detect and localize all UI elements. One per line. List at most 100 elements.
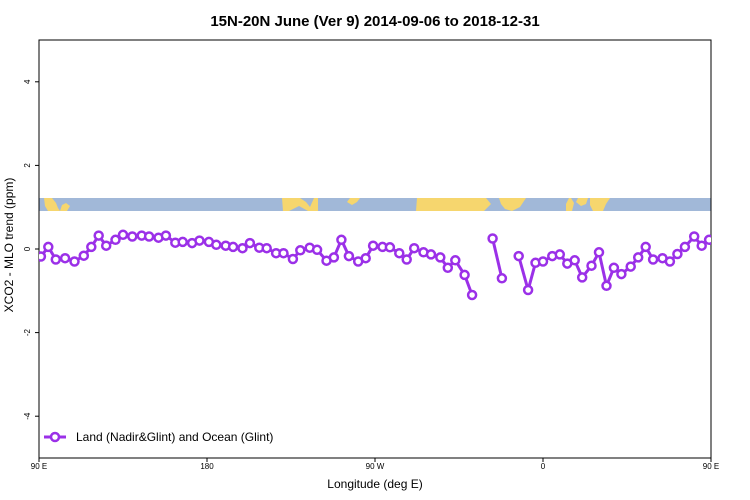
legend-label: Land (Nadir&Glint) and Ocean (Glint) xyxy=(76,430,273,444)
data-point xyxy=(227,241,239,253)
data-point xyxy=(360,252,371,264)
y-axis: -4 -2 0 2 4 xyxy=(23,79,39,420)
series-line xyxy=(491,238,504,279)
land-shape xyxy=(60,203,70,211)
x-tick-label: 90 W xyxy=(366,462,385,471)
data-point xyxy=(442,262,454,274)
data-point xyxy=(408,242,420,254)
data-point xyxy=(466,289,478,301)
legend-marker-swatch xyxy=(49,431,61,443)
data-point xyxy=(487,233,498,244)
ocean-band xyxy=(39,198,711,211)
data-point xyxy=(78,250,90,261)
data-point xyxy=(143,231,155,242)
data-point xyxy=(713,231,721,239)
data-point xyxy=(100,240,112,251)
data-point xyxy=(522,284,534,296)
data-point xyxy=(625,261,636,272)
x-tick-label: 90 E xyxy=(703,462,719,471)
data-point xyxy=(110,234,121,246)
data-point xyxy=(450,255,461,266)
data-point xyxy=(336,234,347,246)
data-point xyxy=(127,231,138,242)
x-axis: 90 E 180 90 W 0 90 E xyxy=(31,458,719,471)
data-point xyxy=(672,248,683,260)
land-shape xyxy=(576,198,588,206)
data-point xyxy=(647,254,659,265)
data-point xyxy=(311,244,323,256)
land-shape xyxy=(416,198,491,211)
data-point xyxy=(177,236,188,248)
data-point xyxy=(211,239,222,251)
x-tick-label: 90 E xyxy=(31,462,47,471)
data-point xyxy=(401,254,412,265)
data-point xyxy=(86,241,97,253)
y-tick-label: 4 xyxy=(23,79,32,84)
data-point xyxy=(576,272,588,283)
data-point xyxy=(459,269,470,281)
series-line xyxy=(517,235,711,292)
data-point xyxy=(328,252,340,263)
data-point xyxy=(117,229,129,241)
y-axis-label: XCO2 - MLO trend (ppm) xyxy=(2,178,16,313)
data-point xyxy=(737,233,745,241)
data-point xyxy=(688,231,700,242)
x-axis-label: Longitude (deg E) xyxy=(327,477,422,491)
data-point xyxy=(537,256,549,267)
data-point xyxy=(287,253,299,265)
data-point xyxy=(394,247,405,259)
data-point xyxy=(194,235,205,246)
data-point xyxy=(93,230,104,241)
data-point xyxy=(601,280,612,292)
data-point xyxy=(616,268,627,280)
data-point xyxy=(593,247,605,258)
data-point xyxy=(384,242,396,253)
x-tick-label: 0 xyxy=(541,462,546,471)
x-tick-label: 180 xyxy=(200,462,214,471)
data-point xyxy=(59,252,71,264)
data-point xyxy=(554,249,566,260)
data-point xyxy=(746,234,750,242)
data-point xyxy=(608,262,620,274)
data-point xyxy=(664,256,676,267)
data-point xyxy=(43,241,54,253)
y-tick-label: -2 xyxy=(23,328,32,336)
data-point xyxy=(278,247,289,259)
data-point xyxy=(295,245,306,256)
data-point xyxy=(237,242,248,254)
data-point xyxy=(569,255,580,266)
data-point xyxy=(367,240,379,251)
data-point xyxy=(39,251,47,262)
data-point xyxy=(720,233,728,241)
series-layer xyxy=(39,229,750,301)
data-point xyxy=(435,252,446,263)
land-shape xyxy=(44,198,60,211)
data-point xyxy=(586,260,597,271)
data-point xyxy=(425,249,437,260)
data-point xyxy=(496,273,508,284)
data-point xyxy=(343,250,355,262)
chart-title: 15N-20N June (Ver 9) 2014-09-06 to 2018-… xyxy=(210,13,539,30)
land-shape xyxy=(282,198,318,211)
data-point xyxy=(160,230,172,241)
land-shape xyxy=(566,198,574,211)
data-point xyxy=(640,241,651,253)
data-point xyxy=(632,252,644,263)
y-tick-label: -4 xyxy=(23,412,32,420)
data-point xyxy=(244,237,256,249)
land-shape xyxy=(347,198,360,205)
land-shape xyxy=(499,198,526,211)
data-point xyxy=(703,234,711,246)
data-point xyxy=(729,232,737,240)
data-point xyxy=(513,250,524,262)
y-tick-label: 0 xyxy=(23,246,32,251)
data-point xyxy=(69,256,80,267)
y-tick-label: 2 xyxy=(23,163,32,168)
legend: Land (Nadir&Glint) and Ocean (Glint) xyxy=(44,430,273,444)
data-point xyxy=(696,240,707,251)
data-point xyxy=(679,241,691,253)
land-ocean-band xyxy=(39,198,711,211)
data-point xyxy=(50,254,62,265)
data-point xyxy=(261,242,272,254)
